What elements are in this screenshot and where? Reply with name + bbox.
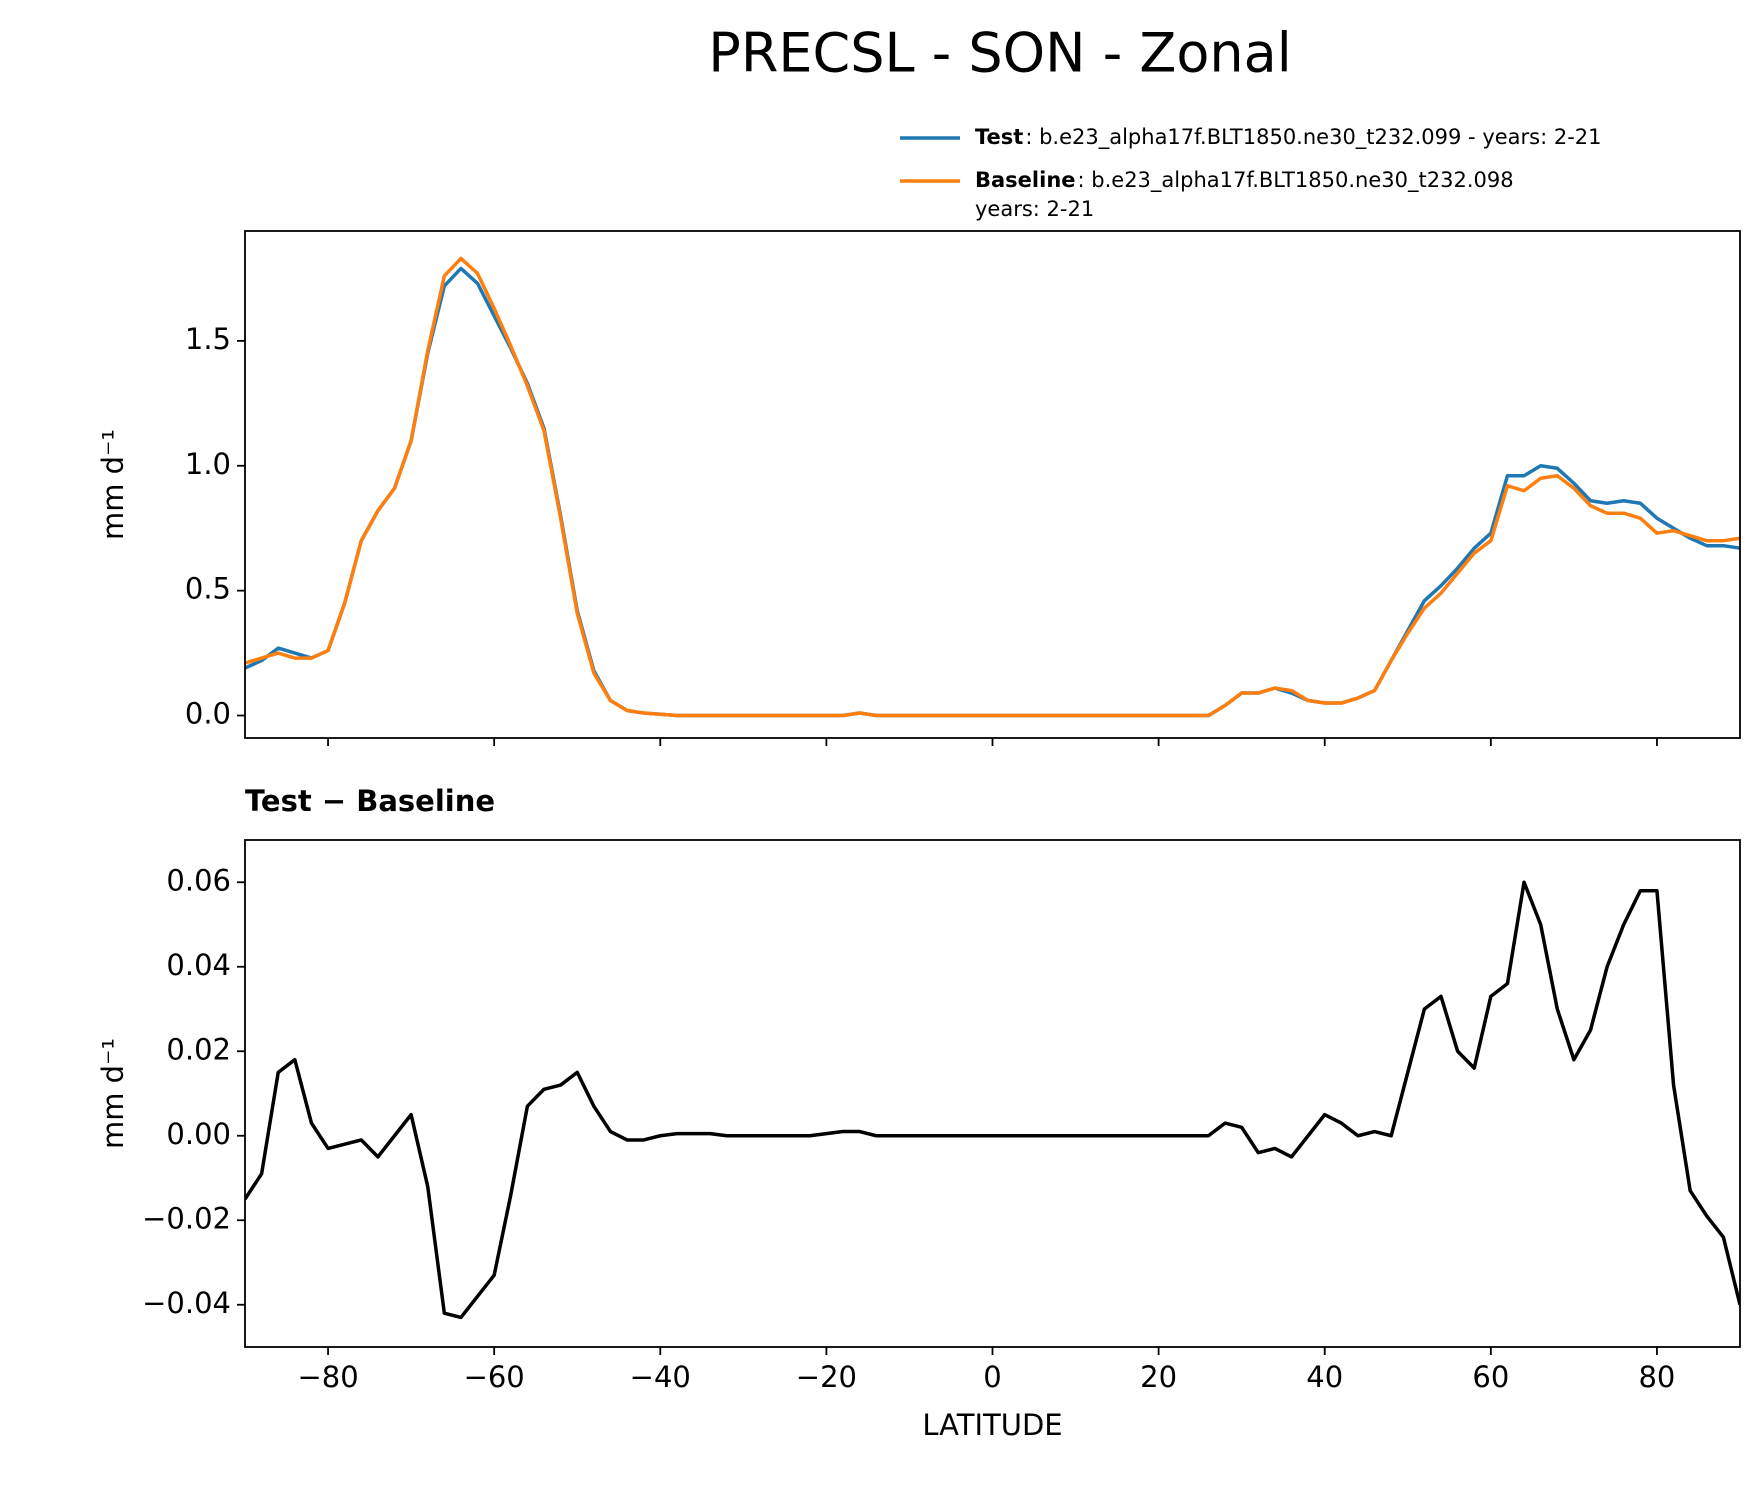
x-tick-label: 40 bbox=[1306, 1360, 1343, 1394]
y-tick-label: 0.04 bbox=[166, 948, 231, 982]
y-tick-label: −0.02 bbox=[142, 1201, 231, 1235]
y-tick-label: 0.06 bbox=[166, 863, 231, 897]
y-axis-label: mm d⁻¹ bbox=[96, 429, 130, 540]
x-tick-label: −60 bbox=[464, 1360, 525, 1394]
x-axis-label: LATITUDE bbox=[922, 1408, 1062, 1442]
y-tick-label: 0.5 bbox=[185, 572, 231, 606]
y-tick-label: 0.0 bbox=[185, 697, 231, 731]
x-tick-label: 20 bbox=[1140, 1360, 1177, 1394]
legend-label: Test bbox=[975, 125, 1023, 149]
y-tick-label: 1.5 bbox=[185, 322, 231, 356]
x-tick-label: 80 bbox=[1638, 1360, 1675, 1394]
x-tick-label: 0 bbox=[983, 1360, 1001, 1394]
x-tick-label: −80 bbox=[297, 1360, 358, 1394]
legend-description: : b.e23_alpha17f.BLT1850.ne30_t232.099 -… bbox=[1025, 125, 1601, 150]
legend-description: : b.e23_alpha17f.BLT1850.ne30_t232.098 bbox=[1078, 168, 1514, 193]
x-tick-label: 60 bbox=[1472, 1360, 1509, 1394]
y-axis-label: mm d⁻¹ bbox=[96, 1038, 130, 1149]
y-tick-label: 0.02 bbox=[166, 1032, 231, 1066]
y-tick-label: 1.0 bbox=[185, 447, 231, 481]
y-tick-label: 0.00 bbox=[166, 1117, 231, 1151]
data-line bbox=[245, 256, 1740, 718]
legend-description: years: 2-21 bbox=[975, 197, 1094, 221]
figure-title: PRECSL - SON - Zonal bbox=[708, 22, 1291, 85]
x-tick-label: −20 bbox=[796, 1360, 857, 1394]
legend-label: Baseline bbox=[975, 168, 1076, 192]
x-tick-label: −40 bbox=[630, 1360, 691, 1394]
subplot-title: Test − Baseline bbox=[245, 784, 495, 818]
y-tick-label: −0.04 bbox=[142, 1286, 231, 1320]
data-line bbox=[245, 880, 1740, 1320]
